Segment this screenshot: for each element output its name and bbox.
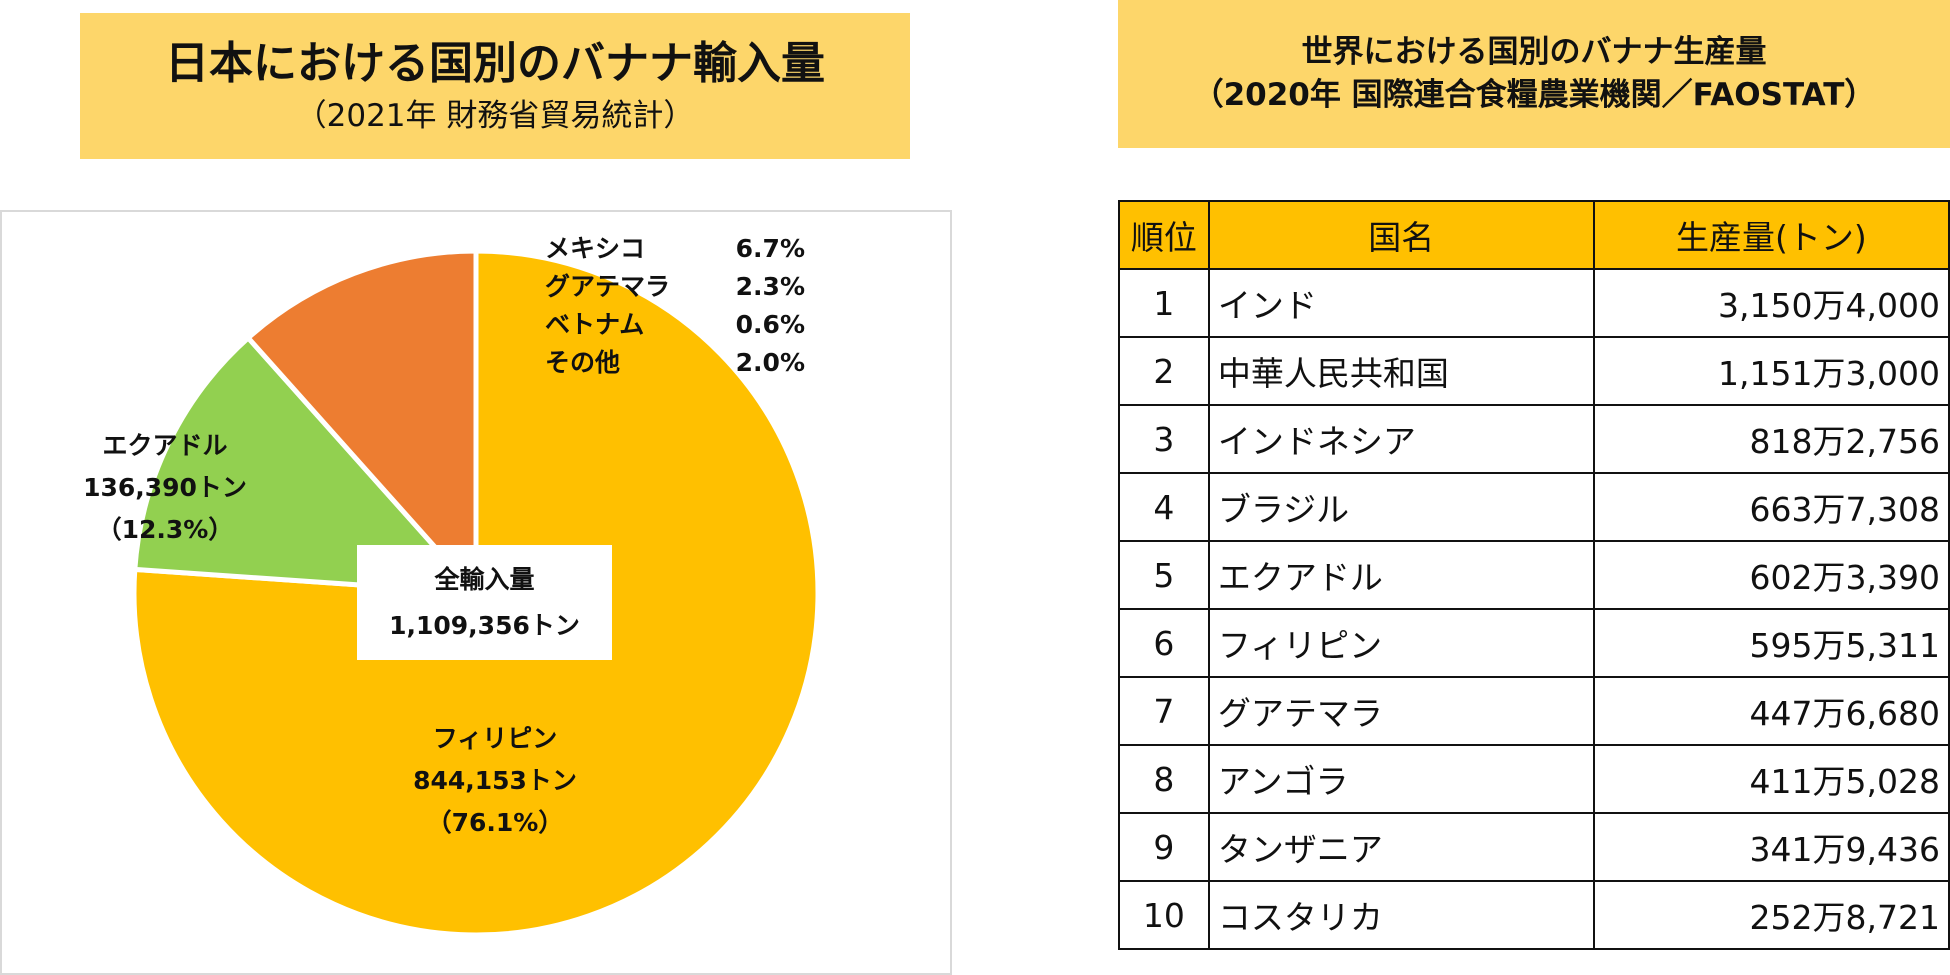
cell-country: グアテマラ [1207,676,1595,746]
philippines-label-amount: 844,153トン [413,766,577,795]
right-title-main: 世界における国別のバナナ生産量 [1301,34,1767,70]
cell-country: エクアドル [1207,540,1595,610]
table-row: 3 インドネシア 818万2,756 [1118,404,1950,474]
cell-rank: 1 [1118,268,1210,338]
legend-row: グアテマラ 2.3% [545,268,805,306]
legend-country: グアテマラ [545,272,671,301]
ecuador-label-amount: 136,390トン [83,473,247,502]
table-row: 7 グアテマラ 447万6,680 [1118,676,1950,746]
cell-rank: 5 [1118,540,1210,610]
legend-percent: 0.6% [735,310,805,339]
total-import-value: 1,109,356トン [389,610,580,640]
left-title-main: 日本における国別のバナナ輸入量 [165,38,825,89]
cell-production: 1,151万3,000 [1592,336,1950,406]
legend-percent: 2.3% [735,272,805,301]
header-country: 国名 [1207,200,1595,270]
cell-production: 595万5,311 [1592,608,1950,678]
total-import-box: 全輸入量 1,109,356トン [357,545,612,660]
cell-country: インドネシア [1207,404,1595,474]
cell-production: 602万3,390 [1592,540,1950,610]
cell-country: コスタリカ [1207,880,1595,950]
cell-rank: 8 [1118,744,1210,814]
cell-rank: 4 [1118,472,1210,542]
table-row: 5 エクアドル 602万3,390 [1118,540,1950,610]
legend-country: メキシコ [545,234,646,263]
table-row: 6 フィリピン 595万5,311 [1118,608,1950,678]
table-header-row: 順位 国名 生産量(トン) [1118,200,1950,270]
cell-production: 3,150万4,000 [1592,268,1950,338]
cell-rank: 7 [1118,676,1210,746]
philippines-label-percent: （76.1%） [426,808,564,837]
cell-rank: 2 [1118,336,1210,406]
minor-countries-legend: メキシコ 6.7% グアテマラ 2.3% ベトナム 0.6% その他 2.0% [545,230,805,382]
pie-slice-ecuador [132,334,482,596]
cell-production: 252万8,721 [1592,880,1950,950]
cell-country: フィリピン [1207,608,1595,678]
table-row: 10 コスタリカ 252万8,721 [1118,880,1950,950]
cell-production: 818万2,756 [1592,404,1950,474]
cell-country: タンザニア [1207,812,1595,882]
left-title-box: 日本における国別のバナナ輸入量 （2021年 財務省貿易統計） [80,13,910,159]
table-row: 1 インド 3,150万4,000 [1118,268,1950,338]
ecuador-label-percent: （12.3%） [96,515,234,544]
ecuador-data-label: エクアドル 136,390トン （12.3%） [55,425,275,551]
cell-country: アンゴラ [1207,744,1595,814]
production-table-wrap: 順位 国名 生産量(トン) 1 インド 3,150万4,000 2 中華人民共和… [1118,200,1950,950]
table-row: 4 ブラジル 663万7,308 [1118,472,1950,542]
cell-rank: 6 [1118,608,1210,678]
ecuador-label-name: エクアドル [102,431,228,460]
legend-country: ベトナム [545,310,645,339]
cell-production: 341万9,436 [1592,812,1950,882]
total-import-label: 全輸入量 [434,564,535,594]
header-rank: 順位 [1118,200,1210,270]
right-title-box: 世界における国別のバナナ生産量 （2020年 国際連合食糧農業機関／FAOSTA… [1118,0,1950,148]
philippines-label-name: フィリピン [432,724,558,753]
legend-row: その他 2.0% [545,344,805,382]
cell-production: 447万6,680 [1592,676,1950,746]
table-row: 2 中華人民共和国 1,151万3,000 [1118,336,1950,406]
cell-country: 中華人民共和国 [1207,336,1595,406]
cell-rank: 10 [1118,880,1210,950]
legend-percent: 2.0% [735,348,805,377]
cell-production: 411万5,028 [1592,744,1950,814]
right-title-sub: （2020年 国際連合食糧農業機関／FAOSTAT） [1192,77,1876,113]
legend-row: ベトナム 0.6% [545,306,805,344]
legend-country: その他 [545,348,621,377]
table-row: 9 タンザニア 341万9,436 [1118,812,1950,882]
pie-slice-others [244,248,479,600]
header-production: 生産量(トン) [1592,200,1950,270]
left-title-sub: （2021年 財務省貿易統計） [295,98,695,134]
cell-country: ブラジル [1207,472,1595,542]
legend-row: メキシコ 6.7% [545,230,805,268]
cell-rank: 9 [1118,812,1210,882]
production-table: 順位 国名 生産量(トン) 1 インド 3,150万4,000 2 中華人民共和… [1118,200,1950,950]
cell-rank: 3 [1118,404,1210,474]
table-row: 8 アンゴラ 411万5,028 [1118,744,1950,814]
cell-production: 663万7,308 [1592,472,1950,542]
philippines-data-label: フィリピン 844,153トン （76.1%） [345,718,645,844]
legend-percent: 6.7% [735,234,805,263]
cell-country: インド [1207,268,1595,338]
